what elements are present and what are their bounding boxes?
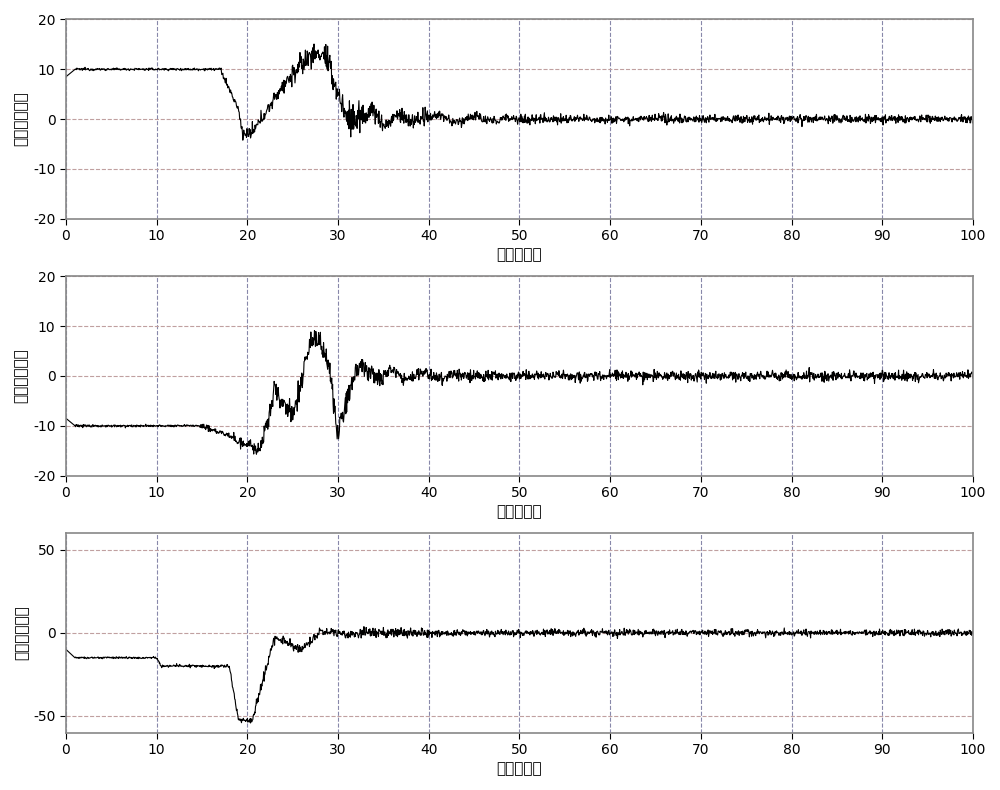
X-axis label: 时间（秒）: 时间（秒） — [497, 504, 542, 519]
Y-axis label: 滚转角（度）: 滚转角（度） — [14, 92, 29, 146]
Y-axis label: 俧仰角（度）: 俧仰角（度） — [14, 348, 29, 404]
X-axis label: 时间（秒）: 时间（秒） — [497, 761, 542, 776]
Y-axis label: 偏航角（度）: 偏航角（度） — [14, 605, 29, 660]
X-axis label: 时间（秒）: 时间（秒） — [497, 247, 542, 262]
